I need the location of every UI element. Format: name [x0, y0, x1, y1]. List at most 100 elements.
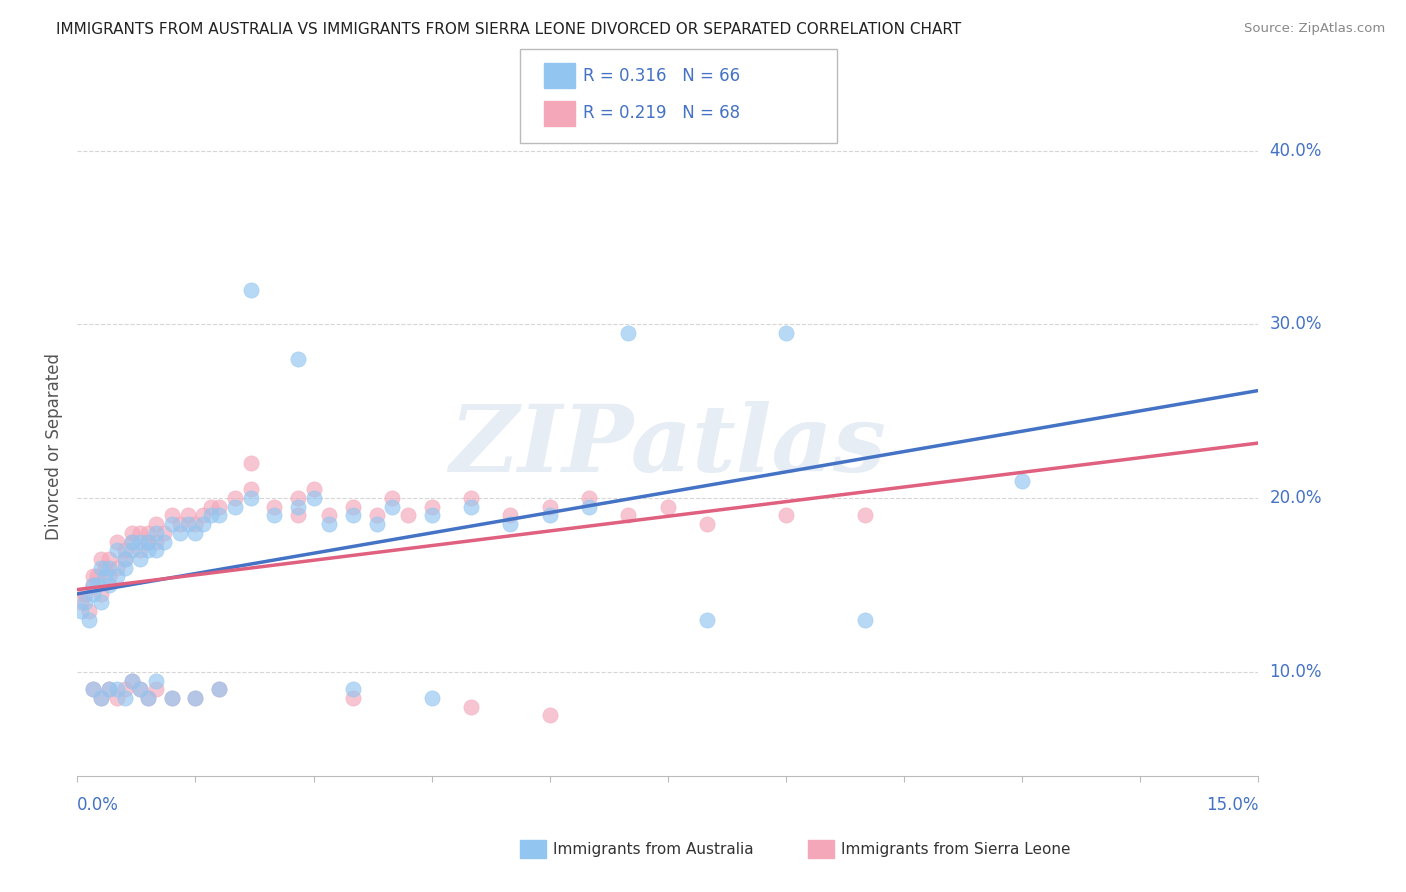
Point	[136, 534, 159, 549]
Point	[657, 500, 679, 514]
Point	[145, 534, 167, 549]
Text: Immigrants from Australia: Immigrants from Australia	[553, 842, 754, 856]
Point	[129, 534, 152, 549]
Point	[129, 552, 152, 566]
Point	[499, 508, 522, 523]
Point	[94, 569, 117, 583]
Point	[193, 508, 215, 523]
Point	[239, 491, 262, 505]
Point	[381, 491, 404, 505]
Text: 40.0%: 40.0%	[1270, 142, 1322, 160]
Point	[114, 543, 136, 558]
Point	[114, 560, 136, 574]
Point	[86, 569, 108, 583]
Point	[90, 690, 112, 705]
Point	[136, 543, 159, 558]
Point	[263, 508, 285, 523]
Point	[499, 517, 522, 532]
Point	[578, 491, 600, 505]
Point	[153, 525, 176, 540]
Point	[263, 500, 285, 514]
Point	[208, 508, 231, 523]
Point	[77, 604, 100, 618]
Y-axis label: Divorced or Separated: Divorced or Separated	[45, 352, 63, 540]
Point	[342, 500, 364, 514]
Text: R = 0.316   N = 66: R = 0.316 N = 66	[583, 67, 741, 85]
Text: 15.0%: 15.0%	[1206, 796, 1258, 814]
Point	[82, 682, 104, 697]
Point	[90, 690, 112, 705]
Point	[538, 500, 561, 514]
Point	[145, 673, 167, 688]
Point	[853, 613, 876, 627]
Point	[82, 682, 104, 697]
Point	[77, 613, 100, 627]
Point	[105, 682, 128, 697]
Point	[176, 517, 198, 532]
Point	[145, 682, 167, 697]
Point	[184, 690, 207, 705]
Point	[70, 604, 93, 618]
Point	[97, 682, 120, 697]
Point	[82, 578, 104, 592]
Point	[460, 699, 482, 714]
Point	[94, 560, 117, 574]
Point	[184, 517, 207, 532]
Point	[617, 508, 640, 523]
Point	[145, 517, 167, 532]
Point	[129, 682, 152, 697]
Point	[97, 578, 120, 592]
Point	[114, 552, 136, 566]
Point	[97, 569, 120, 583]
Point	[105, 560, 128, 574]
Point	[145, 525, 167, 540]
Point	[129, 543, 152, 558]
Point	[75, 587, 97, 601]
Point	[136, 690, 159, 705]
Point	[121, 534, 143, 549]
Point	[366, 517, 388, 532]
Text: Source: ZipAtlas.com: Source: ZipAtlas.com	[1244, 22, 1385, 36]
Point	[129, 682, 152, 697]
Point	[460, 491, 482, 505]
Point	[90, 552, 112, 566]
Point	[121, 673, 143, 688]
Text: 10.0%: 10.0%	[1270, 663, 1322, 681]
Point	[160, 690, 183, 705]
Point	[121, 673, 143, 688]
Point	[90, 595, 112, 609]
Point	[105, 690, 128, 705]
Text: ZIPatlas: ZIPatlas	[450, 401, 886, 491]
Point	[617, 326, 640, 340]
Point	[136, 690, 159, 705]
Point	[114, 682, 136, 697]
Point	[366, 508, 388, 523]
Point	[121, 543, 143, 558]
Point	[287, 491, 309, 505]
Point	[420, 690, 443, 705]
Point	[287, 508, 309, 523]
Point	[82, 578, 104, 592]
Text: R = 0.219   N = 68: R = 0.219 N = 68	[583, 104, 741, 122]
Point	[160, 690, 183, 705]
Point	[1011, 474, 1033, 488]
Point	[105, 569, 128, 583]
Point	[239, 283, 262, 297]
Point	[538, 508, 561, 523]
Point	[538, 708, 561, 723]
Point	[224, 500, 246, 514]
Point	[105, 543, 128, 558]
Point	[318, 517, 340, 532]
Point	[396, 508, 419, 523]
Point	[82, 569, 104, 583]
Point	[318, 508, 340, 523]
Point	[287, 352, 309, 367]
Point	[169, 517, 191, 532]
Point	[775, 508, 797, 523]
Point	[129, 525, 152, 540]
Point	[342, 682, 364, 697]
Point	[696, 517, 718, 532]
Point	[153, 534, 176, 549]
Point	[460, 500, 482, 514]
Point	[208, 500, 231, 514]
